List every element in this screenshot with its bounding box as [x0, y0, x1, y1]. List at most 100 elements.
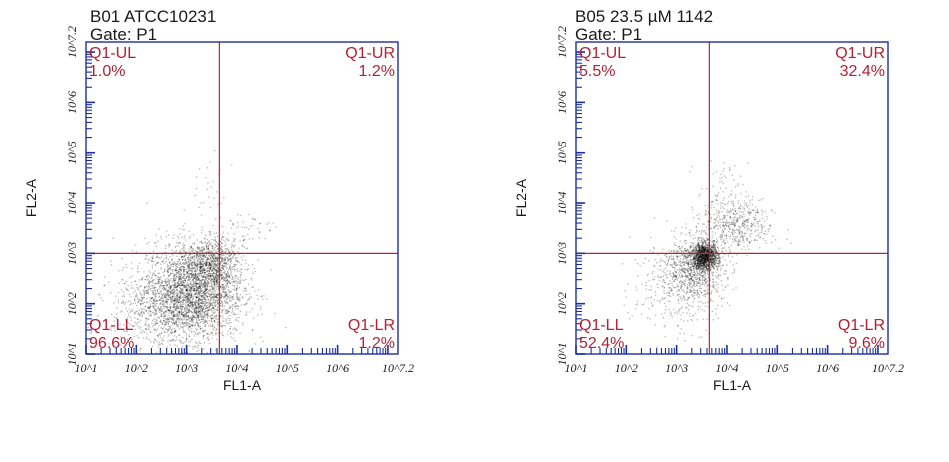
data-point — [203, 348, 205, 350]
data-point — [703, 254, 705, 256]
data-point — [207, 333, 209, 335]
data-point — [225, 281, 227, 283]
data-point — [710, 250, 713, 252]
data-point — [155, 296, 157, 298]
data-point — [185, 277, 187, 280]
data-point — [124, 303, 126, 305]
data-point — [201, 295, 204, 298]
data-point — [205, 299, 207, 301]
data-point — [211, 256, 214, 258]
data-point — [702, 237, 704, 239]
data-point — [709, 255, 711, 257]
data-point — [707, 250, 709, 252]
data-point — [180, 269, 182, 271]
data-point — [207, 325, 210, 327]
data-point — [166, 306, 168, 308]
data-point — [195, 313, 197, 316]
data-point — [200, 289, 202, 291]
data-point — [700, 251, 702, 254]
data-point — [157, 262, 159, 264]
data-point — [163, 305, 165, 308]
data-point — [695, 267, 697, 270]
data-point — [205, 264, 207, 266]
data-point — [207, 276, 209, 278]
data-point — [209, 325, 211, 328]
data-point — [182, 291, 184, 294]
data-point — [177, 299, 179, 301]
data-point — [179, 319, 181, 321]
data-point — [705, 257, 707, 259]
data-point — [241, 268, 243, 270]
data-point — [179, 304, 181, 307]
data-point — [195, 274, 197, 276]
data-point — [184, 285, 186, 287]
data-point — [710, 260, 712, 262]
data-point — [701, 260, 703, 262]
data-point — [203, 342, 206, 344]
data-point — [215, 273, 218, 275]
data-point — [181, 321, 184, 324]
data-point — [208, 249, 210, 251]
data-point — [190, 301, 192, 304]
data-point — [181, 292, 183, 294]
data-point — [215, 277, 217, 279]
data-point — [144, 286, 146, 288]
data-point — [707, 251, 710, 254]
data-point — [182, 299, 184, 302]
data-point — [198, 293, 200, 295]
data-point — [216, 262, 219, 265]
data-point — [189, 302, 192, 304]
data-point — [209, 267, 211, 270]
data-point — [201, 269, 203, 271]
data-point — [696, 251, 698, 253]
data-point — [212, 280, 214, 283]
data-point — [196, 287, 198, 289]
data-point — [178, 295, 180, 297]
data-point — [706, 257, 709, 259]
data-point — [204, 304, 206, 306]
data-point — [127, 300, 130, 302]
data-point — [711, 251, 713, 253]
data-point — [709, 259, 711, 261]
data-point — [220, 245, 222, 248]
data-point — [231, 311, 233, 313]
data-point — [154, 312, 157, 314]
data-point — [197, 277, 199, 280]
data-point — [227, 249, 229, 251]
data-point — [701, 256, 703, 258]
data-point — [206, 271, 208, 273]
data-point — [706, 260, 708, 262]
data-point — [228, 252, 231, 254]
data-point — [702, 257, 705, 259]
data-point — [229, 261, 231, 263]
data-point — [188, 289, 190, 291]
data-point — [210, 315, 212, 317]
data-point — [221, 274, 223, 276]
data-point — [205, 263, 207, 265]
data-point — [216, 279, 218, 281]
data-point — [140, 311, 142, 313]
data-point — [194, 273, 196, 275]
data-point — [213, 232, 215, 235]
data-point — [698, 247, 701, 249]
data-point — [208, 278, 210, 280]
data-point — [697, 243, 700, 245]
data-point — [154, 293, 156, 295]
data-point — [195, 278, 197, 281]
data-point — [175, 321, 177, 323]
data-point — [165, 306, 167, 308]
data-point — [176, 316, 178, 318]
data-point — [204, 319, 207, 321]
data-point — [252, 225, 254, 227]
data-point — [196, 265, 198, 267]
data-point — [182, 285, 185, 287]
data-point — [700, 253, 702, 255]
plot-subtitle: Gate: P1 — [575, 25, 642, 44]
data-point — [180, 256, 182, 258]
data-point — [206, 322, 208, 324]
data-point — [134, 298, 136, 300]
data-point — [209, 295, 211, 297]
data-point — [203, 290, 205, 292]
data-point — [222, 317, 224, 320]
data-point — [207, 269, 209, 272]
